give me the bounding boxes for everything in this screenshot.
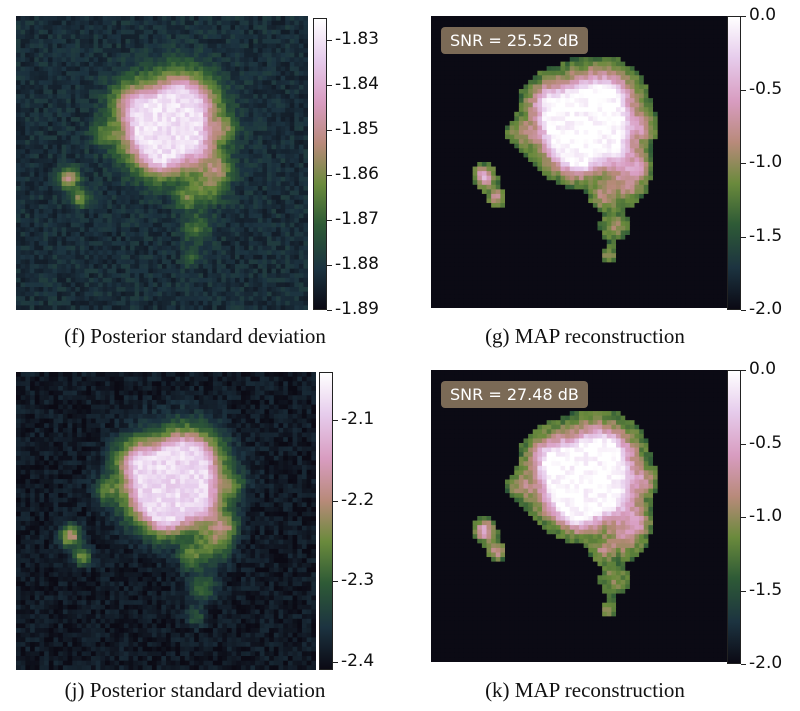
colorbar-tick xyxy=(327,220,332,221)
colorbar-tick-label: -1.86 xyxy=(335,164,379,184)
panel-g-snr-badge: SNR = 25.52 dB xyxy=(441,27,588,55)
colorbar-tick-label: 0.0 xyxy=(749,5,777,25)
colorbar-tick xyxy=(741,237,746,238)
colorbar-tick-label: -1.83 xyxy=(335,29,379,49)
panel-j-caption: (j) Posterior standard deviation xyxy=(64,678,326,702)
colorbar-tick xyxy=(741,517,746,518)
panel-k-image xyxy=(431,370,727,662)
colorbar-tick xyxy=(741,370,746,371)
colorbar-tick xyxy=(327,310,332,311)
colorbar-tick xyxy=(327,40,332,41)
colorbar-tick xyxy=(327,265,332,266)
colorbar-tick xyxy=(741,664,746,665)
panel-k-caption: (k) MAP reconstruction xyxy=(485,678,685,702)
panel-j-image xyxy=(16,372,316,670)
colorbar-tick-label: -1.84 xyxy=(335,74,379,94)
colorbar-tick xyxy=(327,130,332,131)
colorbar-tick-label: -0.5 xyxy=(749,433,783,453)
colorbar-tick-label: -1.89 xyxy=(335,299,379,319)
colorbar-tick-label: -1.5 xyxy=(749,580,783,600)
colorbar-tick-label: -1.0 xyxy=(749,506,783,526)
colorbar-tick-label: -1.85 xyxy=(335,119,379,139)
panel-k-colorbar xyxy=(727,370,741,664)
panel-k-snr-badge: SNR = 27.48 dB xyxy=(441,381,588,409)
colorbar-tick-label: -2.0 xyxy=(749,299,783,319)
colorbar-tick xyxy=(327,85,332,86)
panel-g-colorbar xyxy=(727,16,741,310)
panel-f-image xyxy=(16,16,308,310)
colorbar-tick xyxy=(333,501,338,502)
colorbar-tick-label: -1.87 xyxy=(335,209,379,229)
panel-g-caption: (g) MAP reconstruction xyxy=(485,324,685,348)
colorbar-tick-label: -0.5 xyxy=(749,79,783,99)
colorbar-tick-label: -1.5 xyxy=(749,226,783,246)
colorbar-tick-label: -1.0 xyxy=(749,152,783,172)
panel-j-colorbar xyxy=(319,372,333,670)
colorbar-tick-label: -2.4 xyxy=(341,651,375,671)
colorbar-tick xyxy=(333,662,338,663)
colorbar-tick xyxy=(741,16,746,17)
colorbar-tick xyxy=(741,163,746,164)
colorbar-tick-label: 0.0 xyxy=(749,359,777,379)
colorbar-tick-label: -2.3 xyxy=(341,570,375,590)
colorbar-tick xyxy=(741,444,746,445)
colorbar-tick xyxy=(741,591,746,592)
colorbar-tick xyxy=(327,175,332,176)
colorbar-tick xyxy=(333,581,338,582)
panel-f-colorbar xyxy=(313,18,327,310)
panel-g-image xyxy=(431,16,727,308)
colorbar-tick-label: -2.1 xyxy=(341,409,375,429)
colorbar-tick-label: -2.2 xyxy=(341,490,375,510)
panel-f-caption: (f) Posterior standard deviation xyxy=(64,324,326,348)
colorbar-tick-label: -1.88 xyxy=(335,254,379,274)
colorbar-tick xyxy=(741,90,746,91)
colorbar-tick xyxy=(741,310,746,311)
colorbar-tick-label: -2.0 xyxy=(749,653,783,673)
colorbar-tick xyxy=(333,420,338,421)
